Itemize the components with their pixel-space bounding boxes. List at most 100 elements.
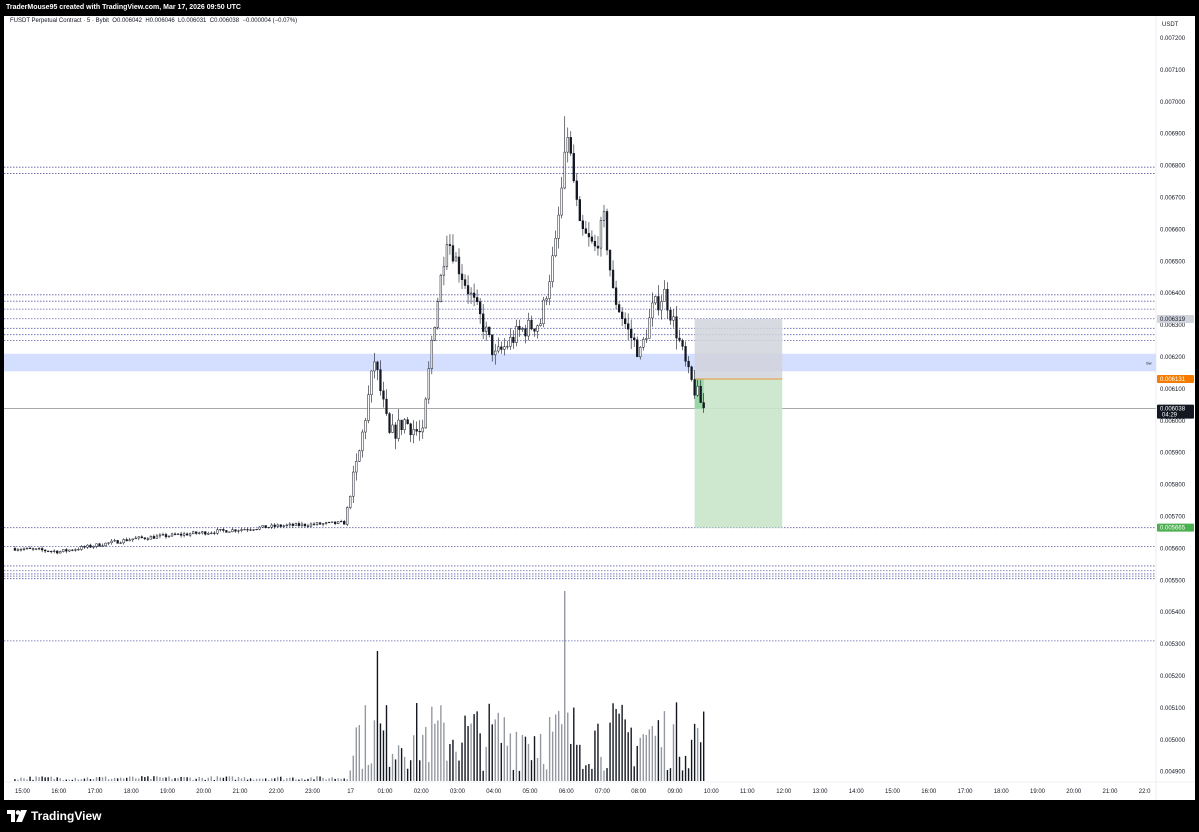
volume-bar bbox=[612, 703, 614, 781]
candle-body bbox=[92, 546, 95, 548]
candle-body bbox=[397, 419, 400, 439]
candle-body bbox=[303, 523, 307, 527]
candle-body bbox=[639, 347, 642, 358]
candle-body bbox=[222, 529, 225, 531]
volume-bar bbox=[295, 779, 297, 781]
price-tick: 0.006500 bbox=[1160, 259, 1186, 265]
price-tick: 0.006000 bbox=[1160, 419, 1186, 425]
candle-body bbox=[324, 522, 328, 524]
volume-bar bbox=[588, 764, 590, 781]
volume-bar bbox=[576, 744, 578, 781]
candle-body bbox=[367, 394, 370, 421]
target-price-tag: 0.005665 bbox=[1160, 526, 1186, 532]
candle-body bbox=[560, 187, 563, 216]
time-tick: 22:0 bbox=[1139, 789, 1151, 795]
volume-bar bbox=[551, 731, 554, 781]
candle-body bbox=[620, 311, 624, 319]
candle-body bbox=[636, 339, 639, 358]
volume-bar bbox=[621, 704, 623, 781]
volume-bar bbox=[328, 778, 330, 781]
volume-bar bbox=[533, 736, 536, 781]
volume-bar bbox=[177, 778, 179, 781]
volume-bar bbox=[506, 745, 509, 781]
time-tick: 20:00 bbox=[1066, 789, 1082, 795]
ohlc-change: −0.000004 (−0.07%) bbox=[242, 18, 298, 24]
volume-bar bbox=[416, 703, 418, 781]
volume-bar bbox=[119, 777, 122, 781]
volume-bar bbox=[594, 730, 596, 781]
volume-bar bbox=[545, 769, 548, 781]
ohlc-open: O0.006042 bbox=[112, 18, 142, 24]
candle-body bbox=[693, 379, 696, 396]
candle-body bbox=[83, 546, 86, 548]
volume-bar bbox=[591, 768, 593, 781]
volume-bar bbox=[687, 768, 690, 781]
volume-bar bbox=[388, 766, 391, 781]
candle-body bbox=[315, 522, 319, 525]
volume-bar bbox=[29, 776, 31, 781]
volume-bar bbox=[458, 760, 460, 781]
volume-bar bbox=[618, 713, 620, 781]
symbol-legend[interactable]: FUSDT Perpetual Contract · 5 · Bybit O0.… bbox=[10, 18, 297, 24]
candle-body bbox=[337, 521, 340, 524]
volume-bar bbox=[222, 777, 225, 781]
candle-body bbox=[216, 529, 219, 534]
symbol-name[interactable]: FUSDT Perpetual Contract · 5 · Bybit bbox=[10, 18, 109, 24]
volume-bar bbox=[331, 777, 333, 781]
price-chart-svg[interactable]: Sw USDT 0.007200 0.007100 0.007000 0.006900 0.… bbox=[4, 16, 1195, 800]
volume-bar bbox=[539, 733, 542, 781]
candle-body bbox=[164, 534, 168, 538]
price-tick: 0.006800 bbox=[1160, 164, 1186, 170]
candle-body bbox=[675, 316, 678, 339]
candle-body bbox=[56, 550, 59, 554]
volume-bar bbox=[672, 724, 675, 781]
volume-bar bbox=[633, 766, 635, 781]
volume-bar bbox=[518, 770, 521, 781]
volume-bar bbox=[101, 777, 104, 781]
time-tick: 19:00 bbox=[160, 789, 176, 795]
volume-bar bbox=[370, 763, 373, 781]
candle-body bbox=[699, 385, 702, 403]
candle-body bbox=[231, 529, 234, 533]
volume-bar bbox=[234, 779, 237, 781]
candle-body bbox=[593, 241, 597, 247]
tradingview-logo[interactable]: TradingView bbox=[7, 808, 101, 824]
candle-body bbox=[527, 319, 530, 337]
candle-body bbox=[418, 430, 421, 433]
volume-bar bbox=[669, 768, 672, 781]
price-tick: 0.005500 bbox=[1160, 578, 1186, 584]
time-tick: 05:00 bbox=[523, 789, 539, 795]
volume-bar bbox=[642, 734, 644, 781]
volume-bar bbox=[174, 778, 176, 781]
volume-bar bbox=[159, 777, 161, 781]
volume-bar bbox=[44, 777, 46, 781]
candle-body bbox=[509, 336, 512, 347]
candle-body bbox=[343, 521, 346, 525]
time-tick: 03:00 bbox=[450, 789, 466, 795]
volume-bar bbox=[310, 777, 312, 781]
volume-bar bbox=[503, 717, 506, 781]
candle-body bbox=[451, 245, 455, 262]
candle-body bbox=[192, 531, 195, 535]
candle-body bbox=[566, 137, 569, 153]
candle-body bbox=[128, 539, 131, 542]
volume-bar bbox=[464, 715, 466, 781]
chart-pane[interactable]: Sw USDT 0.007200 0.007100 0.007000 0.006900 0.… bbox=[4, 16, 1195, 800]
candle-body bbox=[554, 238, 557, 257]
volume-bar bbox=[23, 778, 25, 781]
candle-body bbox=[361, 431, 364, 452]
candle-body bbox=[37, 548, 41, 550]
candle-body bbox=[321, 523, 325, 525]
volume-bar bbox=[663, 711, 666, 781]
volume-bar bbox=[271, 778, 273, 781]
volume-bar bbox=[355, 727, 357, 781]
price-tick: 0.004900 bbox=[1160, 770, 1186, 776]
volume-bar bbox=[126, 777, 128, 781]
volume-bar bbox=[497, 712, 499, 781]
volume-bar bbox=[92, 779, 95, 781]
candle-body bbox=[50, 550, 53, 553]
volume-bar bbox=[255, 778, 258, 781]
candle-body bbox=[379, 369, 382, 392]
volume-bar bbox=[379, 723, 382, 781]
candle-body bbox=[294, 523, 298, 526]
